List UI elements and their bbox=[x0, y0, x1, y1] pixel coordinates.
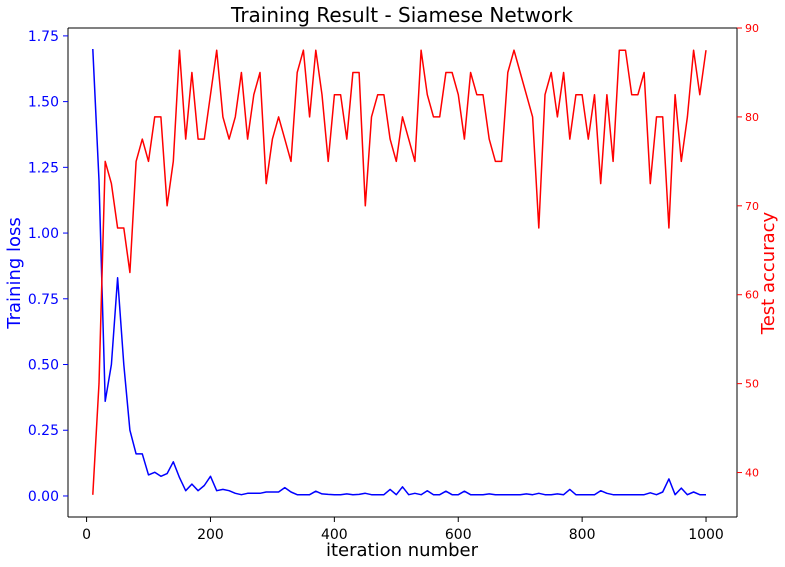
x-tick-label-0: 0 bbox=[82, 527, 91, 543]
left-y-tick-label-5: 1.25 bbox=[28, 160, 59, 176]
left-y-tick-label-2: 0.50 bbox=[28, 358, 59, 374]
x-tick-label-1: 200 bbox=[197, 527, 224, 543]
left-y-tick-label-0: 0.00 bbox=[28, 489, 59, 505]
plot-area: 0 200 400 600 800 1000 0.00 0.25 0.50 0.75 1.00 1.2… bbox=[28, 22, 759, 543]
right-y-tick-label-1: 50 bbox=[745, 378, 759, 391]
training-loss-line bbox=[92, 48, 706, 496]
x-tick-label-4: 800 bbox=[569, 527, 596, 543]
left-y-tick-label-1: 0.25 bbox=[28, 423, 59, 439]
x-tick-label-3: 600 bbox=[445, 527, 472, 543]
test-accuracy-line bbox=[92, 49, 707, 495]
left-y-tick-label-3: 0.75 bbox=[28, 292, 59, 308]
right-y-tick-label-3: 70 bbox=[745, 200, 759, 213]
right-y-tick-label-4: 80 bbox=[745, 111, 759, 124]
right-y-tick-label-5: 90 bbox=[745, 22, 759, 35]
right-y-tick-label-0: 40 bbox=[745, 467, 759, 480]
left-y-tick-label-6: 1.50 bbox=[28, 95, 59, 111]
left-y-tick-label-4: 1.00 bbox=[28, 226, 59, 242]
left-y-axis-label: Training loss bbox=[4, 217, 25, 330]
chart-title: Training Result - Siamese Network bbox=[230, 3, 573, 27]
right-y-axis-label: Test accuracy bbox=[758, 211, 779, 335]
right-y-tick-label-2: 60 bbox=[745, 289, 759, 302]
x-tick-label-5: 1000 bbox=[688, 527, 724, 543]
x-tick-label-2: 400 bbox=[321, 527, 348, 543]
left-y-tick-label-7: 1.75 bbox=[28, 29, 59, 45]
x-axis-label: iteration number bbox=[326, 540, 479, 561]
